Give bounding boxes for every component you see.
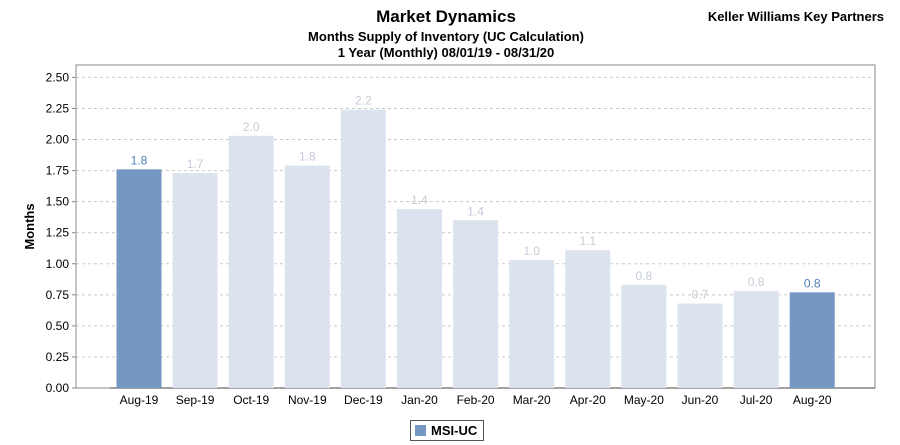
data-label: 1.8 xyxy=(131,153,148,167)
bar xyxy=(116,169,162,388)
y-tick-label: 0.75 xyxy=(46,288,70,302)
x-tick-label: May-20 xyxy=(624,393,664,407)
chart-date-range: 1 Year (Monthly) 08/01/19 - 08/31/20 xyxy=(337,45,555,60)
y-tick-label: 1.50 xyxy=(46,195,70,209)
bar xyxy=(397,209,442,388)
bar xyxy=(228,135,274,388)
data-label: 0.7 xyxy=(692,288,709,302)
x-tick-label: Jun-20 xyxy=(682,393,719,407)
bar xyxy=(453,220,499,388)
y-tick-label: 1.25 xyxy=(46,226,70,240)
x-tick-label: Sep-19 xyxy=(176,393,215,407)
bar xyxy=(565,250,611,388)
y-tick-label: 0.00 xyxy=(46,381,70,395)
data-label: 1.8 xyxy=(299,150,316,164)
legend-swatch xyxy=(415,425,426,436)
data-label: 0.8 xyxy=(804,276,821,290)
x-tick-label: Aug-19 xyxy=(120,393,159,407)
y-tick-label: 1.00 xyxy=(46,257,70,271)
x-tick-label: Apr-20 xyxy=(570,393,606,407)
chart-subtitle: Months Supply of Inventory (UC Calculati… xyxy=(308,29,584,44)
data-label: 1.4 xyxy=(411,193,428,207)
data-label: 0.8 xyxy=(748,275,765,289)
y-tick-label: 2.50 xyxy=(46,70,70,84)
data-label: 1.1 xyxy=(579,234,596,248)
bar xyxy=(621,284,667,388)
bar xyxy=(284,165,330,388)
legend-label: MSI-UC xyxy=(431,423,478,438)
bar xyxy=(733,291,779,388)
data-label: 0.8 xyxy=(636,269,653,283)
data-label: 1.7 xyxy=(187,157,204,171)
bar xyxy=(340,109,386,388)
y-tick-label: 2.00 xyxy=(46,133,70,147)
x-tick-label: Oct-19 xyxy=(233,393,269,407)
x-tick-label: Dec-19 xyxy=(344,393,383,407)
y-axis-title: Months xyxy=(22,203,37,249)
bar xyxy=(789,292,835,388)
x-tick-label: Feb-20 xyxy=(457,393,495,407)
data-label: 1.0 xyxy=(523,244,540,258)
data-label: 2.2 xyxy=(355,94,372,108)
x-tick-label: Jan-20 xyxy=(401,393,438,407)
y-tick-label: 0.25 xyxy=(46,350,70,364)
bar xyxy=(509,260,555,388)
chart-title: Market Dynamics xyxy=(376,7,516,26)
brand-name: Keller Williams Key Partners xyxy=(707,9,884,24)
x-tick-label: Aug-20 xyxy=(793,393,832,407)
bar xyxy=(172,173,218,388)
y-tick-label: 2.25 xyxy=(46,101,70,115)
x-tick-label: Jul-20 xyxy=(740,393,773,407)
chart-legend[interactable]: MSI-UC xyxy=(410,420,485,441)
y-tick-label: 1.75 xyxy=(46,164,70,178)
bar xyxy=(677,303,723,388)
y-tick-label: 0.50 xyxy=(46,319,70,333)
data-label: 2.0 xyxy=(243,120,260,134)
data-label: 1.4 xyxy=(467,204,484,218)
x-tick-label: Nov-19 xyxy=(288,393,327,407)
x-tick-label: Mar-20 xyxy=(513,393,551,407)
